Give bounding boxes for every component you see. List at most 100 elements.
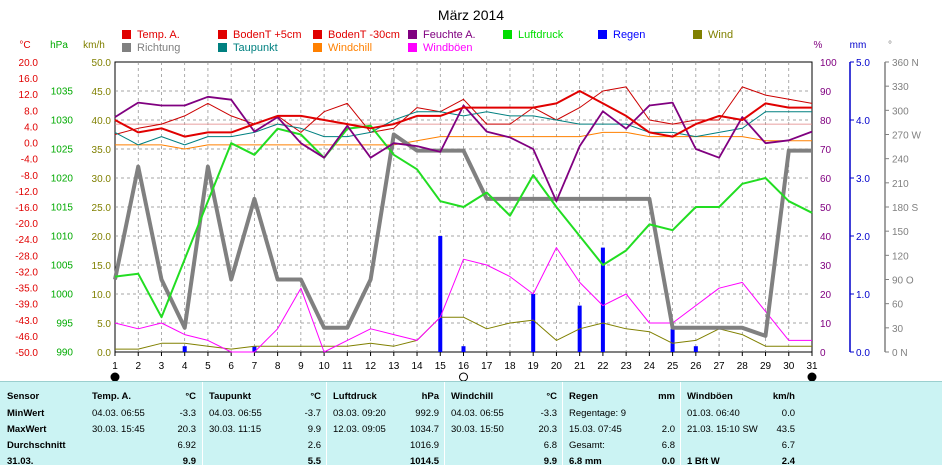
legend-swatch bbox=[122, 43, 131, 52]
tick-label-kmh: 45.0 bbox=[92, 87, 112, 98]
tick-label-day: 22 bbox=[597, 361, 609, 372]
legend-swatch bbox=[122, 30, 131, 39]
series-line-richtung bbox=[113, 132, 812, 338]
series-line-luftdruck bbox=[114, 124, 813, 319]
cell-value: 9.9 bbox=[307, 424, 321, 435]
tick-label-day: 31 bbox=[806, 361, 818, 372]
tick-label-kmh: 50.0 bbox=[92, 58, 112, 69]
tick-label-day: 15 bbox=[435, 361, 447, 372]
tick-label-day: 13 bbox=[388, 361, 400, 372]
tick-label-day: 5 bbox=[205, 361, 211, 372]
tick-label-day: 25 bbox=[667, 361, 679, 372]
legend-label: Taupunkt bbox=[233, 42, 278, 54]
tick-label-kmh: 30.0 bbox=[92, 174, 112, 185]
tick-label-deg: 0 N bbox=[892, 348, 908, 359]
tick-label-day: 9 bbox=[298, 361, 304, 372]
tick-label-kmh: 15.0 bbox=[92, 261, 112, 272]
tick-label-temp: -43.0 bbox=[15, 316, 38, 327]
tick-label-day: 29 bbox=[760, 361, 772, 372]
cell-value: -3.3 bbox=[540, 408, 557, 419]
rain-bar bbox=[438, 236, 443, 352]
tick-label-mm: 5.0 bbox=[856, 58, 870, 69]
tick-label-day: 21 bbox=[574, 361, 586, 372]
cell-label: 30.03. 15:45 bbox=[92, 424, 145, 435]
tick-label-temp: 0.0 bbox=[24, 139, 38, 150]
cell-label: 6.8 mm bbox=[569, 456, 602, 467]
tick-label-temp: -39.0 bbox=[15, 300, 38, 311]
axis-label-pct: % bbox=[814, 40, 823, 51]
rain-bar bbox=[461, 346, 466, 352]
tick-label-temp: 16.0 bbox=[19, 74, 39, 85]
legend-swatch bbox=[313, 30, 322, 39]
rain-bar bbox=[252, 346, 257, 352]
tick-label-kmh: 20.0 bbox=[92, 232, 112, 243]
moon-new-icon bbox=[807, 372, 817, 381]
tick-label-deg: 210 bbox=[892, 179, 909, 190]
cell-value: 43.5 bbox=[776, 424, 796, 435]
legend-label: BodenT +5cm bbox=[233, 29, 302, 41]
tick-label-hpa: 1020 bbox=[51, 174, 74, 185]
tick-label-temp: -16.0 bbox=[15, 203, 38, 214]
tick-label-hpa: 1015 bbox=[51, 203, 74, 214]
table-column-taupunkt: Taupunkt °C 04.03. 06:55 -3.7 30.03. 11:15 9.… bbox=[202, 382, 327, 467]
rain-bar bbox=[531, 294, 536, 352]
tick-label-day: 6 bbox=[228, 361, 234, 372]
tick-label-kmh: 5.0 bbox=[97, 319, 111, 330]
tick-label-day: 1 bbox=[112, 361, 118, 372]
series-line-windb-en bbox=[114, 247, 812, 353]
legend-label: Regen bbox=[613, 29, 645, 41]
tick-label-temp: 12.0 bbox=[19, 90, 39, 101]
legend-label: Windböen bbox=[423, 42, 473, 54]
cell-value: 1014.5 bbox=[409, 456, 439, 467]
series-line-temp-a- bbox=[114, 86, 813, 135]
table-column-windboeen: Windböen km/h 01.03. 06:40 0.0 21.03. 15:10 … bbox=[680, 382, 801, 467]
tick-label-day: 30 bbox=[783, 361, 795, 372]
tick-label-hpa: 1030 bbox=[51, 116, 74, 127]
cell-value: 0.0 bbox=[661, 456, 675, 467]
moon-new-icon bbox=[110, 372, 120, 381]
tick-label-day: 12 bbox=[365, 361, 377, 372]
column-header: Luftdruck bbox=[333, 391, 377, 402]
tick-label-day: 24 bbox=[644, 361, 656, 372]
cell-value: 20.3 bbox=[177, 424, 197, 435]
tick-label-pct: 0 bbox=[820, 348, 826, 359]
tick-label-kmh: 40.0 bbox=[92, 116, 112, 127]
tick-label-temp: -46.0 bbox=[15, 332, 38, 343]
tick-label-mm: 4.0 bbox=[856, 116, 870, 127]
tick-label-hpa: 1035 bbox=[51, 87, 74, 98]
cell-value: -3.3 bbox=[179, 408, 196, 419]
cell-value: 5.5 bbox=[307, 456, 321, 467]
moon-full-icon bbox=[459, 372, 468, 381]
cell-value: 2.6 bbox=[307, 440, 321, 451]
legend-label: Richtung bbox=[137, 42, 180, 54]
cell-value: 0.0 bbox=[781, 408, 795, 419]
legend-label: Wind bbox=[708, 29, 733, 41]
cell-label: 04.03. 06:55 bbox=[451, 408, 504, 419]
tick-label-temp: 8.0 bbox=[24, 106, 38, 117]
tick-label-day: 16 bbox=[458, 361, 470, 372]
series-line-taupunkt bbox=[114, 111, 812, 146]
column-header: Regen bbox=[569, 391, 599, 402]
row-label: 31.03. bbox=[7, 456, 34, 467]
series-line-bodent-5cm bbox=[114, 90, 812, 138]
tick-label-pct: 50 bbox=[820, 203, 832, 214]
tick-label-hpa: 1010 bbox=[51, 232, 74, 243]
tick-label-pct: 40 bbox=[820, 232, 832, 243]
axis-label-temp: °C bbox=[19, 40, 30, 51]
tick-label-day: 14 bbox=[411, 361, 423, 372]
legend-swatch bbox=[408, 43, 417, 52]
row-label: Durchschnitt bbox=[7, 440, 66, 451]
series-line-feuchte-a- bbox=[114, 95, 813, 203]
cell-value: -3.7 bbox=[304, 408, 321, 419]
column-unit: °C bbox=[546, 391, 557, 402]
tick-label-pct: 20 bbox=[820, 290, 832, 301]
tick-label-pct: 90 bbox=[820, 87, 832, 98]
tick-label-deg: 150 bbox=[892, 227, 909, 238]
tick-label-kmh: 35.0 bbox=[92, 145, 112, 156]
tick-label-pct: 10 bbox=[820, 319, 832, 330]
cell-label: 04.03. 06:55 bbox=[92, 408, 145, 419]
tick-label-temp: 4.0 bbox=[24, 122, 38, 133]
tick-label-day: 10 bbox=[319, 361, 331, 372]
legend-swatch bbox=[313, 43, 322, 52]
table-column-windchill: Windchill °C 04.03. 06:55 -3.3 30.03. 15:50 2… bbox=[444, 382, 563, 467]
